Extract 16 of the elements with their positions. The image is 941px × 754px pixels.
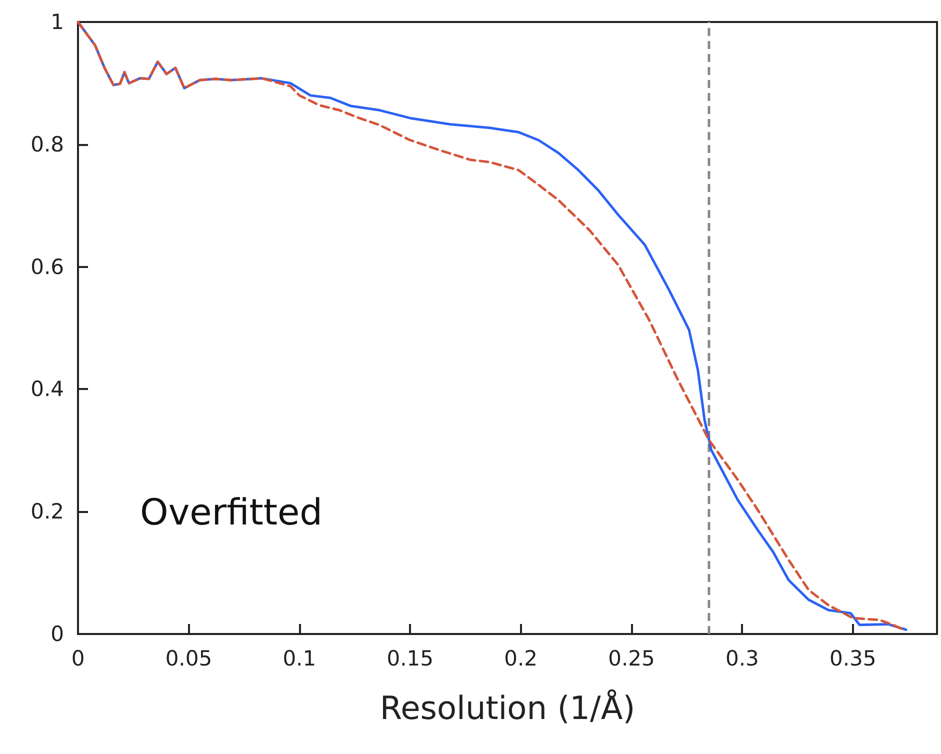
y-tick-label: 0.2: [30, 500, 64, 524]
x-tick-label: 0: [71, 646, 85, 670]
x-tick-label: 0.1: [282, 646, 316, 670]
x-tick-label: 0.15: [386, 646, 434, 670]
x-tick-label: 0.25: [608, 646, 655, 670]
x-tick-label: 0.05: [165, 646, 212, 670]
x-tick-label: 0.35: [829, 646, 876, 670]
y-tick-label: 0.8: [30, 132, 64, 156]
x-tick-label: 0.2: [504, 646, 538, 670]
annotation: Overfitted: [140, 492, 322, 534]
y-tick-label: 0.4: [30, 377, 64, 402]
y-tick-label: 0: [50, 622, 64, 646]
y-tick-label: 1: [50, 10, 64, 34]
x-tick-label: 0.3: [725, 646, 759, 670]
y-tick-label: 0.6: [30, 254, 64, 279]
x-axis-title: Resolution (1/Å): [380, 689, 636, 727]
